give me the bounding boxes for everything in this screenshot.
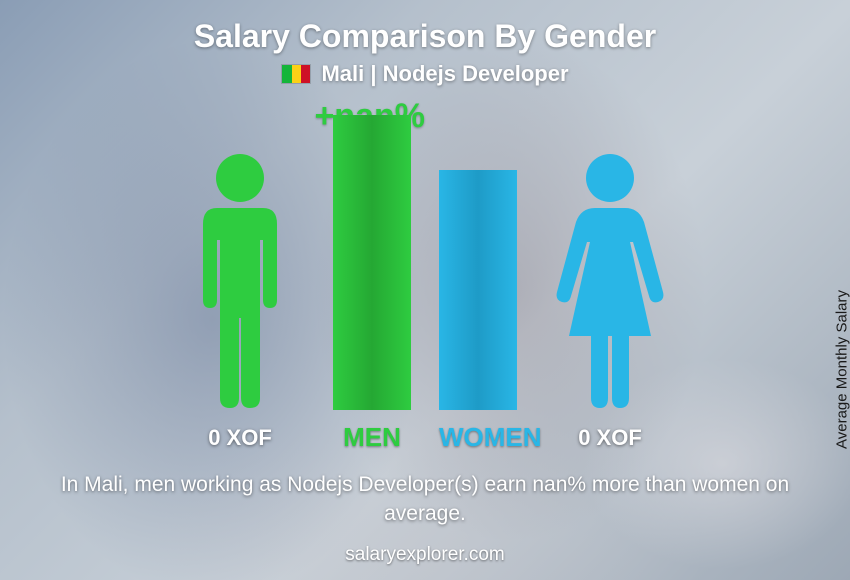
subtitle-row: Mali | Nodejs Developer	[281, 61, 568, 87]
mali-flag-icon	[281, 64, 311, 84]
female-person-icon	[545, 150, 675, 410]
y-axis-label: Average Monthly Salary	[834, 290, 850, 449]
footer-source: salaryexplorer.com	[345, 544, 504, 566]
flag-stripe-1	[282, 65, 291, 83]
subtitle-text: Mali | Nodejs Developer	[321, 61, 568, 87]
women-value-label: 0 XOF	[545, 425, 675, 451]
women-bar-column	[439, 170, 517, 410]
men-value-label: 0 XOF	[175, 425, 305, 451]
caption-text: In Mali, men working as Nodejs Developer…	[45, 471, 805, 528]
country-name: Mali	[321, 61, 364, 86]
female-figure-column	[545, 150, 675, 410]
labels-row: 0 XOF MEN WOMEN 0 XOF	[30, 422, 820, 453]
men-bar-column	[333, 115, 411, 410]
men-label: MEN	[333, 422, 411, 453]
women-bar	[439, 170, 517, 410]
flag-stripe-3	[301, 65, 310, 83]
job-title: Nodejs Developer	[383, 61, 569, 86]
women-label: WOMEN	[439, 422, 517, 453]
male-figure-column	[175, 150, 305, 410]
men-bar	[333, 115, 411, 410]
chart-area: +nan%	[30, 97, 820, 410]
subtitle-separator: |	[364, 61, 382, 86]
flag-stripe-2	[292, 65, 301, 83]
male-person-icon	[175, 150, 305, 410]
infographic-container: Salary Comparison By Gender Mali | Nodej…	[0, 0, 850, 580]
page-title: Salary Comparison By Gender	[194, 18, 656, 55]
